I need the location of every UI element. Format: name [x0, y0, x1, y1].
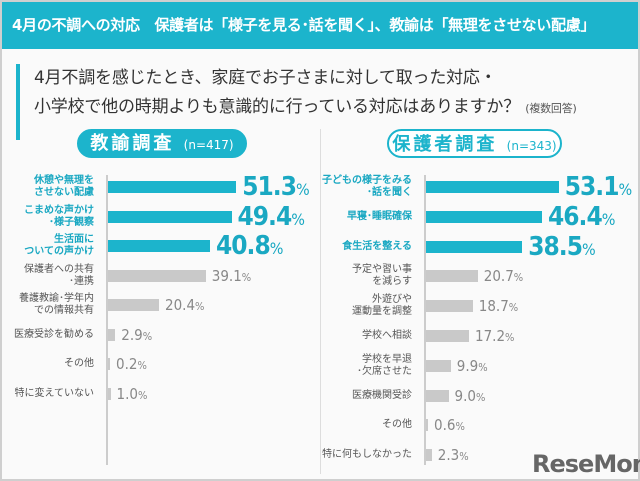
category-label: 早寝･睡眠確保 [347, 210, 412, 222]
bar [426, 330, 469, 342]
value-label: 9.0% [454, 386, 486, 405]
value-label: 40.8% [216, 231, 284, 261]
value-label: 0.6% [434, 416, 465, 435]
value-label: 53.1% [564, 172, 633, 202]
bar [108, 299, 159, 311]
category-label: 養護教諭･学年内 での情報共有 [19, 293, 94, 316]
bar [426, 181, 559, 193]
parent-survey-n: (n=343) [506, 139, 557, 153]
divider [320, 129, 321, 474]
category-label: 休憩や無理を させない配慮 [34, 175, 94, 198]
value-label: 20.4% [165, 296, 205, 314]
bar [426, 240, 523, 253]
bar [108, 240, 210, 252]
value-label: 20.7% [483, 267, 524, 286]
parent-survey-title: 保護者調査 [392, 134, 498, 155]
value-label: 2.3% [437, 446, 469, 465]
category-label: 医療機関受診 [352, 389, 412, 401]
question-line2: 小学校で他の時期よりも意識的に行っている対応はありますか？ (複数回答) [34, 93, 577, 123]
value-label: 2.9% [121, 325, 153, 344]
value-label: 38.5% [528, 231, 596, 262]
value-label: 0.2% [116, 355, 147, 373]
teacher-survey-pill: 教諭調査 (n=417) [77, 129, 247, 158]
category-label: 学校へ相談 [362, 330, 412, 341]
bar [426, 270, 478, 283]
category-label: 保護者への共有 ･連携 [24, 263, 94, 287]
category-label: 医療受診を勧める [14, 328, 94, 340]
parent-survey-pill: 保護者調査 (n=343) [387, 129, 562, 158]
header-title: 4月の不調への対応 保護者は「様子を見る･話を聞く」、教諭は「無理をさせない配慮… [2, 2, 638, 49]
question-line1: 4月不調を感じたとき、家庭でお子さまに対して取った対応・ [34, 68, 497, 88]
value-label: 9.9% [456, 356, 488, 375]
category-label: 食生活を整える [342, 240, 412, 252]
question-line2-text: 小学校で他の時期よりも意識的に行っている対応はありますか？ [34, 97, 521, 117]
question-note: (複数回答) [525, 102, 577, 115]
value-label: 1.0% [116, 384, 148, 403]
value-label: 51.3% [242, 172, 310, 202]
teacher-survey-n: (n=417) [183, 138, 234, 152]
category-label: 外遊びや 運動量を調整 [352, 294, 412, 318]
bar [426, 449, 432, 462]
bar [108, 328, 116, 341]
category-label: 子どもの様子をみる ･話を聞く [322, 175, 412, 198]
bar [426, 419, 428, 432]
category-label: その他 [64, 358, 94, 369]
category-label: その他 [382, 419, 412, 431]
category-label: 予定や習い事 を減らす [352, 264, 412, 288]
bar [426, 359, 451, 372]
category-label: 特に変えていない [14, 387, 95, 399]
bar [426, 210, 542, 223]
category-label: こまめな声かけ ･様子観察 [24, 204, 94, 228]
category-label: 生活面に ついての声かけ [24, 234, 94, 257]
bar [426, 300, 473, 313]
value-label: 39.1% [211, 266, 252, 285]
bar [108, 269, 206, 282]
value-label: 49.4% [237, 201, 305, 232]
bar [108, 210, 232, 223]
bar [108, 387, 111, 400]
question: 4月不調を感じたとき、家庭でお子さまに対して取った対応・ 小学校で他の時期よりも… [16, 64, 577, 140]
value-label: 18.7% [478, 297, 519, 316]
chart-axis [106, 175, 108, 465]
chart-axis [424, 175, 426, 465]
value-label: 46.4% [548, 201, 616, 232]
bar [108, 181, 237, 193]
teacher-survey-title: 教諭調査 [90, 133, 175, 154]
bar [426, 389, 449, 402]
category-label: 学校を早退 ･欠席させた [357, 353, 412, 377]
value-label: 17.2% [475, 327, 515, 345]
category-label: 特に何もしなかった [322, 449, 412, 461]
bar [108, 358, 110, 370]
resemom-logo: ReseMom [532, 450, 640, 478]
